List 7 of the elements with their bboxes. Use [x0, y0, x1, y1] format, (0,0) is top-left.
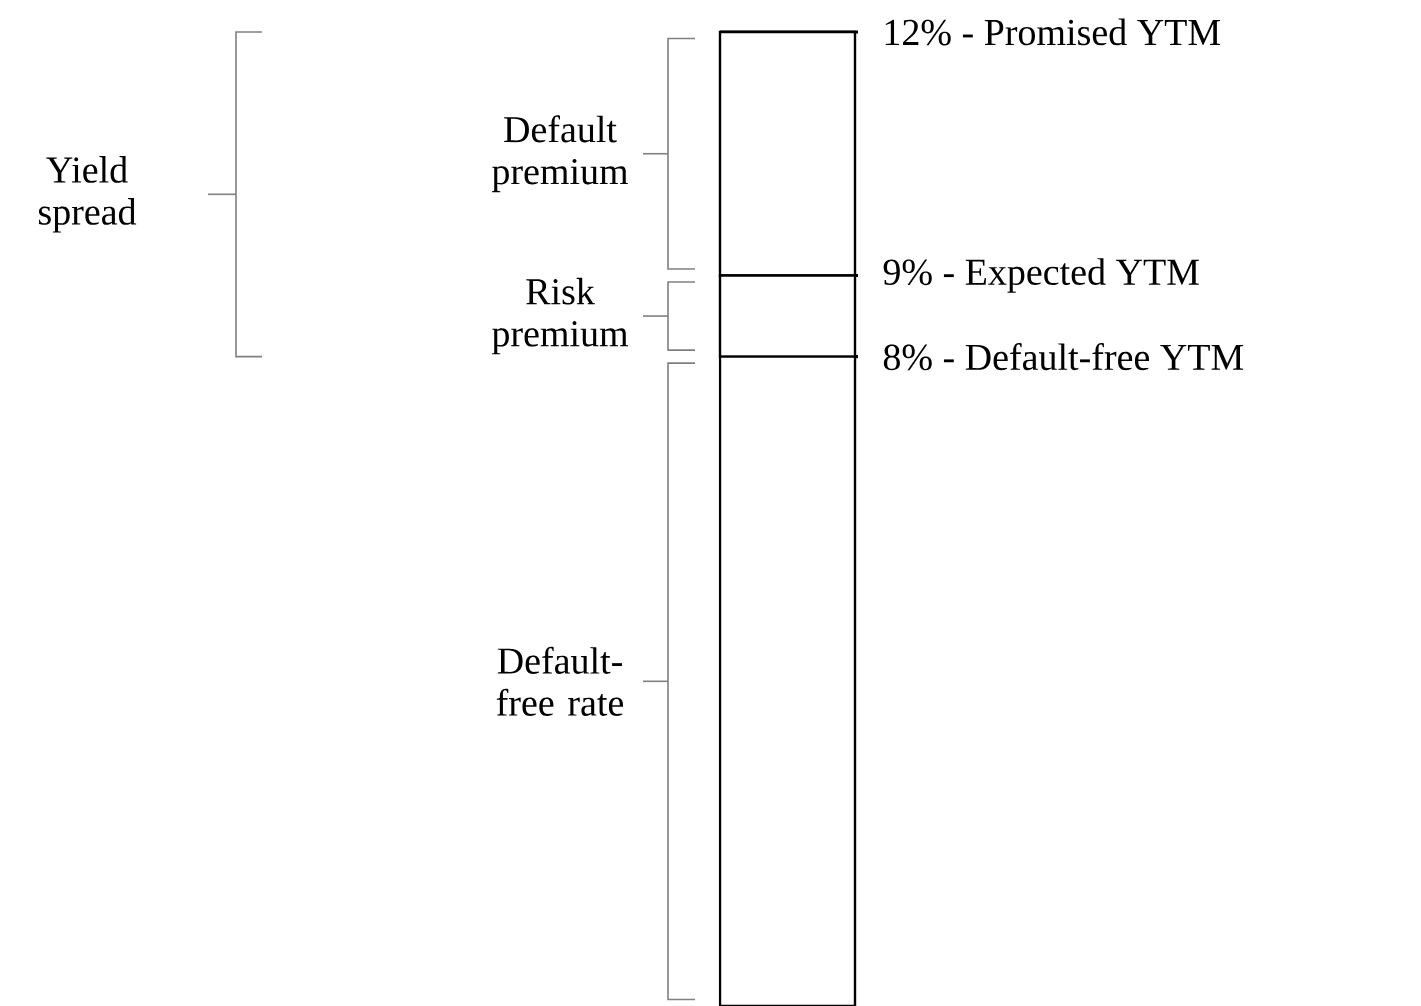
- text: Default premium: [492, 115, 629, 193]
- text: Default-free rate: [496, 646, 624, 716]
- y-tick-label: 12% - Promised YTM: [885, 18, 1221, 46]
- y-tick-label: 9% - Expected YTM: [883, 258, 1199, 293]
- y-tick-label: 8% - Default-free YTM: [883, 343, 1244, 371]
- text: Risk premium: [492, 277, 629, 355]
- text: Yield spread: [38, 156, 137, 233]
